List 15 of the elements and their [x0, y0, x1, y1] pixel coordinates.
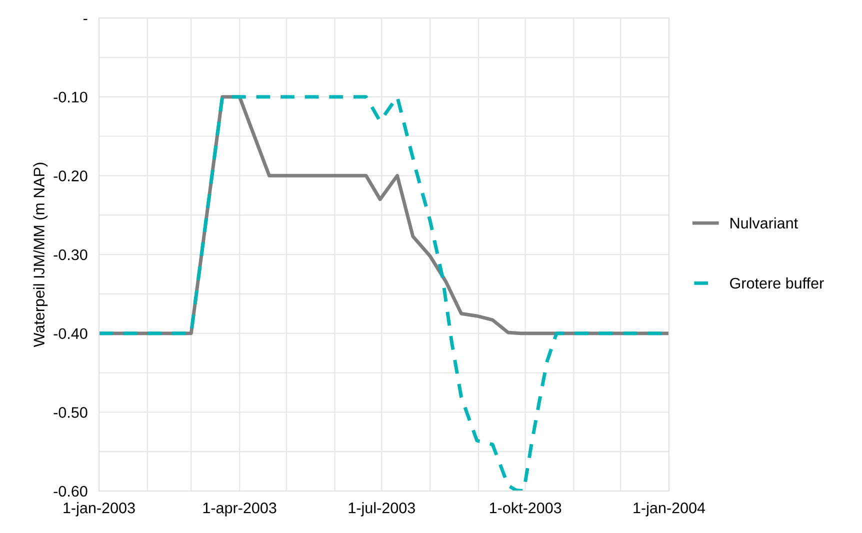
x-tick-label: 1-jan-2004 [634, 502, 706, 516]
y-tick-label: -0.60 [54, 486, 88, 497]
legend-label: Nulvariant [730, 217, 798, 229]
y-axis-title: Waterpeil IJM/MM (m NAP) [33, 162, 48, 348]
legend-label: Grotere buffer [730, 277, 824, 289]
y-tick-label: -0.10 [54, 92, 88, 103]
y-tick-label: -0.50 [54, 407, 88, 418]
y-tick-label: -0.40 [54, 328, 88, 340]
y-tick-label: -0.20 [54, 170, 88, 182]
y-tick-label: -0.30 [54, 249, 88, 260]
x-tick-label: 1-jan-2003 [64, 502, 135, 516]
y-tick-label: - [83, 18, 88, 20]
x-tick-label: 1-okt-2003 [490, 502, 562, 514]
x-tick-label: 1-jul-2003 [348, 502, 415, 516]
x-tick-label: 1-apr-2003 [203, 502, 276, 516]
